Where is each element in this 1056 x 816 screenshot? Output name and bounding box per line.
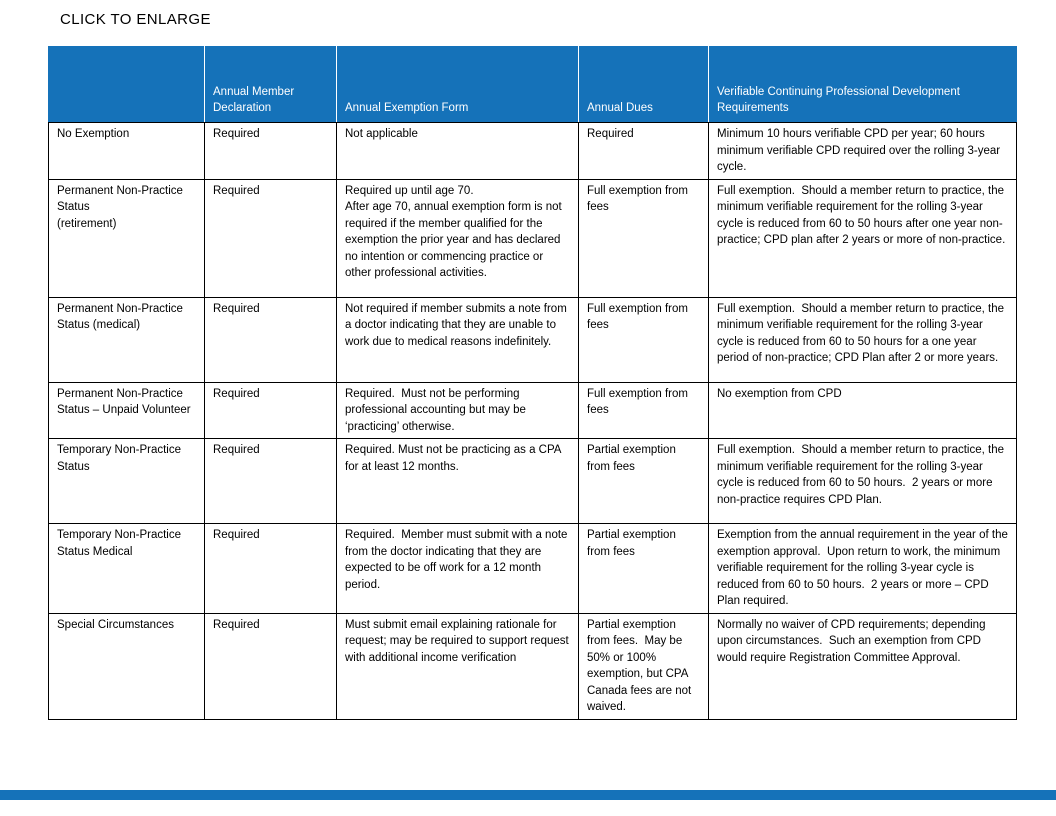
table-cell: Required [204, 381, 337, 439]
table-row: Permanent Non-Practice Status (medical) R… [48, 296, 1017, 383]
bottom-divider-bar [0, 790, 1056, 800]
table-cell: Partial exemption from fees. May be 50% … [578, 612, 709, 720]
table-cell: Required. Must not be performing profess… [336, 381, 579, 439]
table-cell: Not applicable [336, 122, 579, 180]
header-cell-annual-exemption-form: Annual Exemption Form [336, 46, 579, 123]
table-cell: Required [204, 122, 337, 180]
table-cell: Required. Must not be practicing as a CP… [336, 438, 579, 524]
table-cell: Minimum 10 hours verifiable CPD per year… [708, 122, 1017, 180]
page-title: CLICK TO ENLARGE [60, 11, 211, 28]
exemption-table[interactable]: Annual Member Declaration Annual Exempti… [48, 46, 1017, 720]
table-cell: Required [204, 296, 337, 383]
table-row: Permanent Non-Practice Status (retiremen… [48, 178, 1017, 298]
table-row: No Exemption Required Not applicable Requir… [48, 122, 1017, 180]
table-cell: Required [204, 438, 337, 524]
table-cell: Full exemption from fees [578, 296, 709, 383]
header-row: Annual Member Declaration Annual Exempti… [48, 46, 1017, 123]
table-cell: Temporary Non-Practice Status [48, 438, 205, 524]
table-cell: Must submit email explaining rationale f… [336, 612, 579, 720]
header-cell-category [48, 46, 205, 123]
table-row: Temporary Non-Practice Status Medical Req… [48, 523, 1017, 614]
table-cell: Full exemption from fees [578, 381, 709, 439]
table-cell: Partial exemption from fees [578, 523, 709, 614]
table-row: Special Circumstances Required Must submit… [48, 612, 1017, 720]
table-header: Annual Member Declaration Annual Exempti… [48, 46, 1017, 123]
table-cell: Required up until age 70. After age 70, … [336, 178, 579, 298]
table-body: No Exemption Required Not applicable Requir… [48, 122, 1017, 720]
table-cell: Exemption from the annual requirement in… [708, 523, 1017, 614]
table-cell: No Exemption [48, 122, 205, 180]
table-cell: Required. Member must submit with a note… [336, 523, 579, 614]
header-cell-cpd-requirements: Verifiable Continuing Professional Devel… [708, 46, 1017, 123]
table-cell: Permanent Non-Practice Status – Unpaid V… [48, 381, 205, 439]
table-cell: Required [204, 612, 337, 720]
table-cell: Special Circumstances [48, 612, 205, 720]
table-cell: Normally no waiver of CPD requirements; … [708, 612, 1017, 720]
table-cell: Required [578, 122, 709, 180]
table-cell: Required [204, 178, 337, 298]
table-row: Permanent Non-Practice Status – Unpaid V… [48, 381, 1017, 439]
header-cell-annual-dues: Annual Dues [578, 46, 709, 123]
table-cell: Not required if member submits a note fr… [336, 296, 579, 383]
table-cell: No exemption from CPD [708, 381, 1017, 439]
table-cell: Required [204, 523, 337, 614]
table-cell: Full exemption. Should a member return t… [708, 178, 1017, 298]
table-cell: Partial exemption from fees [578, 438, 709, 524]
table-cell: Full exemption. Should a member return t… [708, 438, 1017, 524]
header-cell-annual-member-declaration: Annual Member Declaration [204, 46, 337, 123]
table-cell: Full exemption from fees [578, 178, 709, 298]
table-cell: Permanent Non-Practice Status (medical) [48, 296, 205, 383]
table-cell: Full exemption. Should a member return t… [708, 296, 1017, 383]
table-cell: Temporary Non-Practice Status Medical [48, 523, 205, 614]
table-row: Temporary Non-Practice Status Required Req… [48, 438, 1017, 524]
table-cell: Permanent Non-Practice Status (retiremen… [48, 178, 205, 298]
